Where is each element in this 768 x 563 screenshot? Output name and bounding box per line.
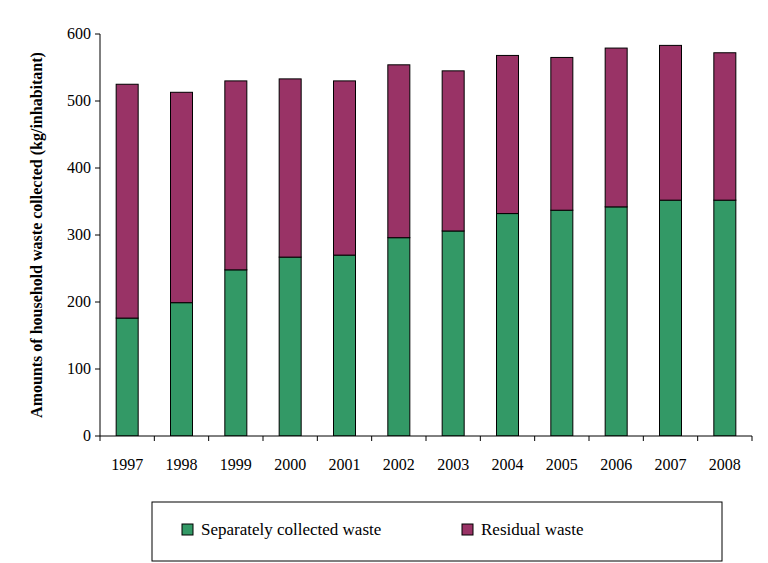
x-tick-label: 2008 — [709, 456, 741, 473]
bar-segment — [551, 57, 573, 210]
bar-segment — [442, 71, 464, 231]
bar-segment — [497, 214, 519, 436]
x-tick-label: 2000 — [274, 456, 306, 473]
y-tick — [95, 436, 100, 437]
x-tick — [154, 436, 155, 441]
bar-segment — [171, 303, 193, 436]
bar-segment — [442, 231, 464, 436]
x-tick-label: 2001 — [329, 456, 361, 473]
y-tick — [95, 101, 100, 102]
x-tick — [480, 436, 481, 441]
x-tick — [589, 436, 590, 441]
bar-segment — [497, 55, 519, 213]
bars — [116, 45, 736, 436]
bar-segment — [388, 238, 410, 436]
x-tick-label: 2004 — [492, 456, 524, 473]
y-tick — [95, 168, 100, 169]
bar-segment — [660, 200, 682, 436]
x-tick — [208, 436, 209, 441]
y-tick-label: 100 — [67, 360, 91, 377]
x-tick-label: 2002 — [383, 456, 415, 473]
y-tick — [95, 34, 100, 35]
y-tick-label: 300 — [67, 226, 91, 243]
bar-segment — [116, 84, 138, 318]
chart-svg: 0 100 200 300 400 500 600 1997 1998 1999 2000 2001 2… — [0, 0, 768, 563]
bar-segment — [388, 65, 410, 238]
legend-box — [152, 502, 722, 561]
x-tick — [697, 436, 698, 441]
x-tick — [100, 436, 101, 441]
legend-label: Separately collected waste — [201, 520, 381, 539]
chart-container: 0 100 200 300 400 500 600 1997 1998 1999 2000 2001 2… — [0, 0, 768, 563]
x-tick-label: 2006 — [600, 456, 632, 473]
legend: Separately collected waste Residual waste — [152, 502, 722, 561]
y-tick-label: 600 — [67, 25, 91, 42]
y-tick-label: 500 — [67, 92, 91, 109]
y-tick-label: 400 — [67, 159, 91, 176]
bar-segment — [116, 318, 138, 436]
bar-segment — [334, 255, 356, 436]
bar-segment — [714, 53, 736, 200]
y-tick — [95, 235, 100, 236]
bar-segment — [225, 270, 247, 436]
x-tick — [752, 436, 753, 441]
x-tick-label: 2003 — [437, 456, 469, 473]
x-tick-label: 2007 — [655, 456, 687, 473]
bar-segment — [714, 200, 736, 436]
x-tick — [263, 436, 264, 441]
x-tick-label: 1997 — [111, 456, 143, 473]
bar-segment — [605, 207, 627, 436]
y-tick-label: 200 — [67, 293, 91, 310]
bar-segment — [605, 48, 627, 207]
x-tick — [643, 436, 644, 441]
bar-segment — [551, 210, 573, 436]
y-tick — [95, 369, 100, 370]
legend-label: Residual waste — [481, 520, 583, 539]
bar-segment — [279, 79, 301, 257]
legend-swatch — [462, 524, 473, 535]
y-tick-label: 0 — [83, 427, 91, 444]
bar-segment — [225, 81, 247, 270]
y-tick — [95, 302, 100, 303]
x-tick-label: 1998 — [166, 456, 198, 473]
x-tick-label: 1999 — [220, 456, 252, 473]
x-tick-label: 2005 — [546, 456, 578, 473]
bar-segment — [660, 45, 682, 200]
x-tick — [534, 436, 535, 441]
y-axis-label: Amounts of household waste collected (kg… — [28, 52, 46, 418]
bar-segment — [334, 81, 356, 255]
bar-segment — [171, 92, 193, 302]
x-tick — [371, 436, 372, 441]
bar-segment — [279, 257, 301, 436]
legend-swatch — [182, 524, 193, 535]
x-tick — [317, 436, 318, 441]
x-tick — [426, 436, 427, 441]
